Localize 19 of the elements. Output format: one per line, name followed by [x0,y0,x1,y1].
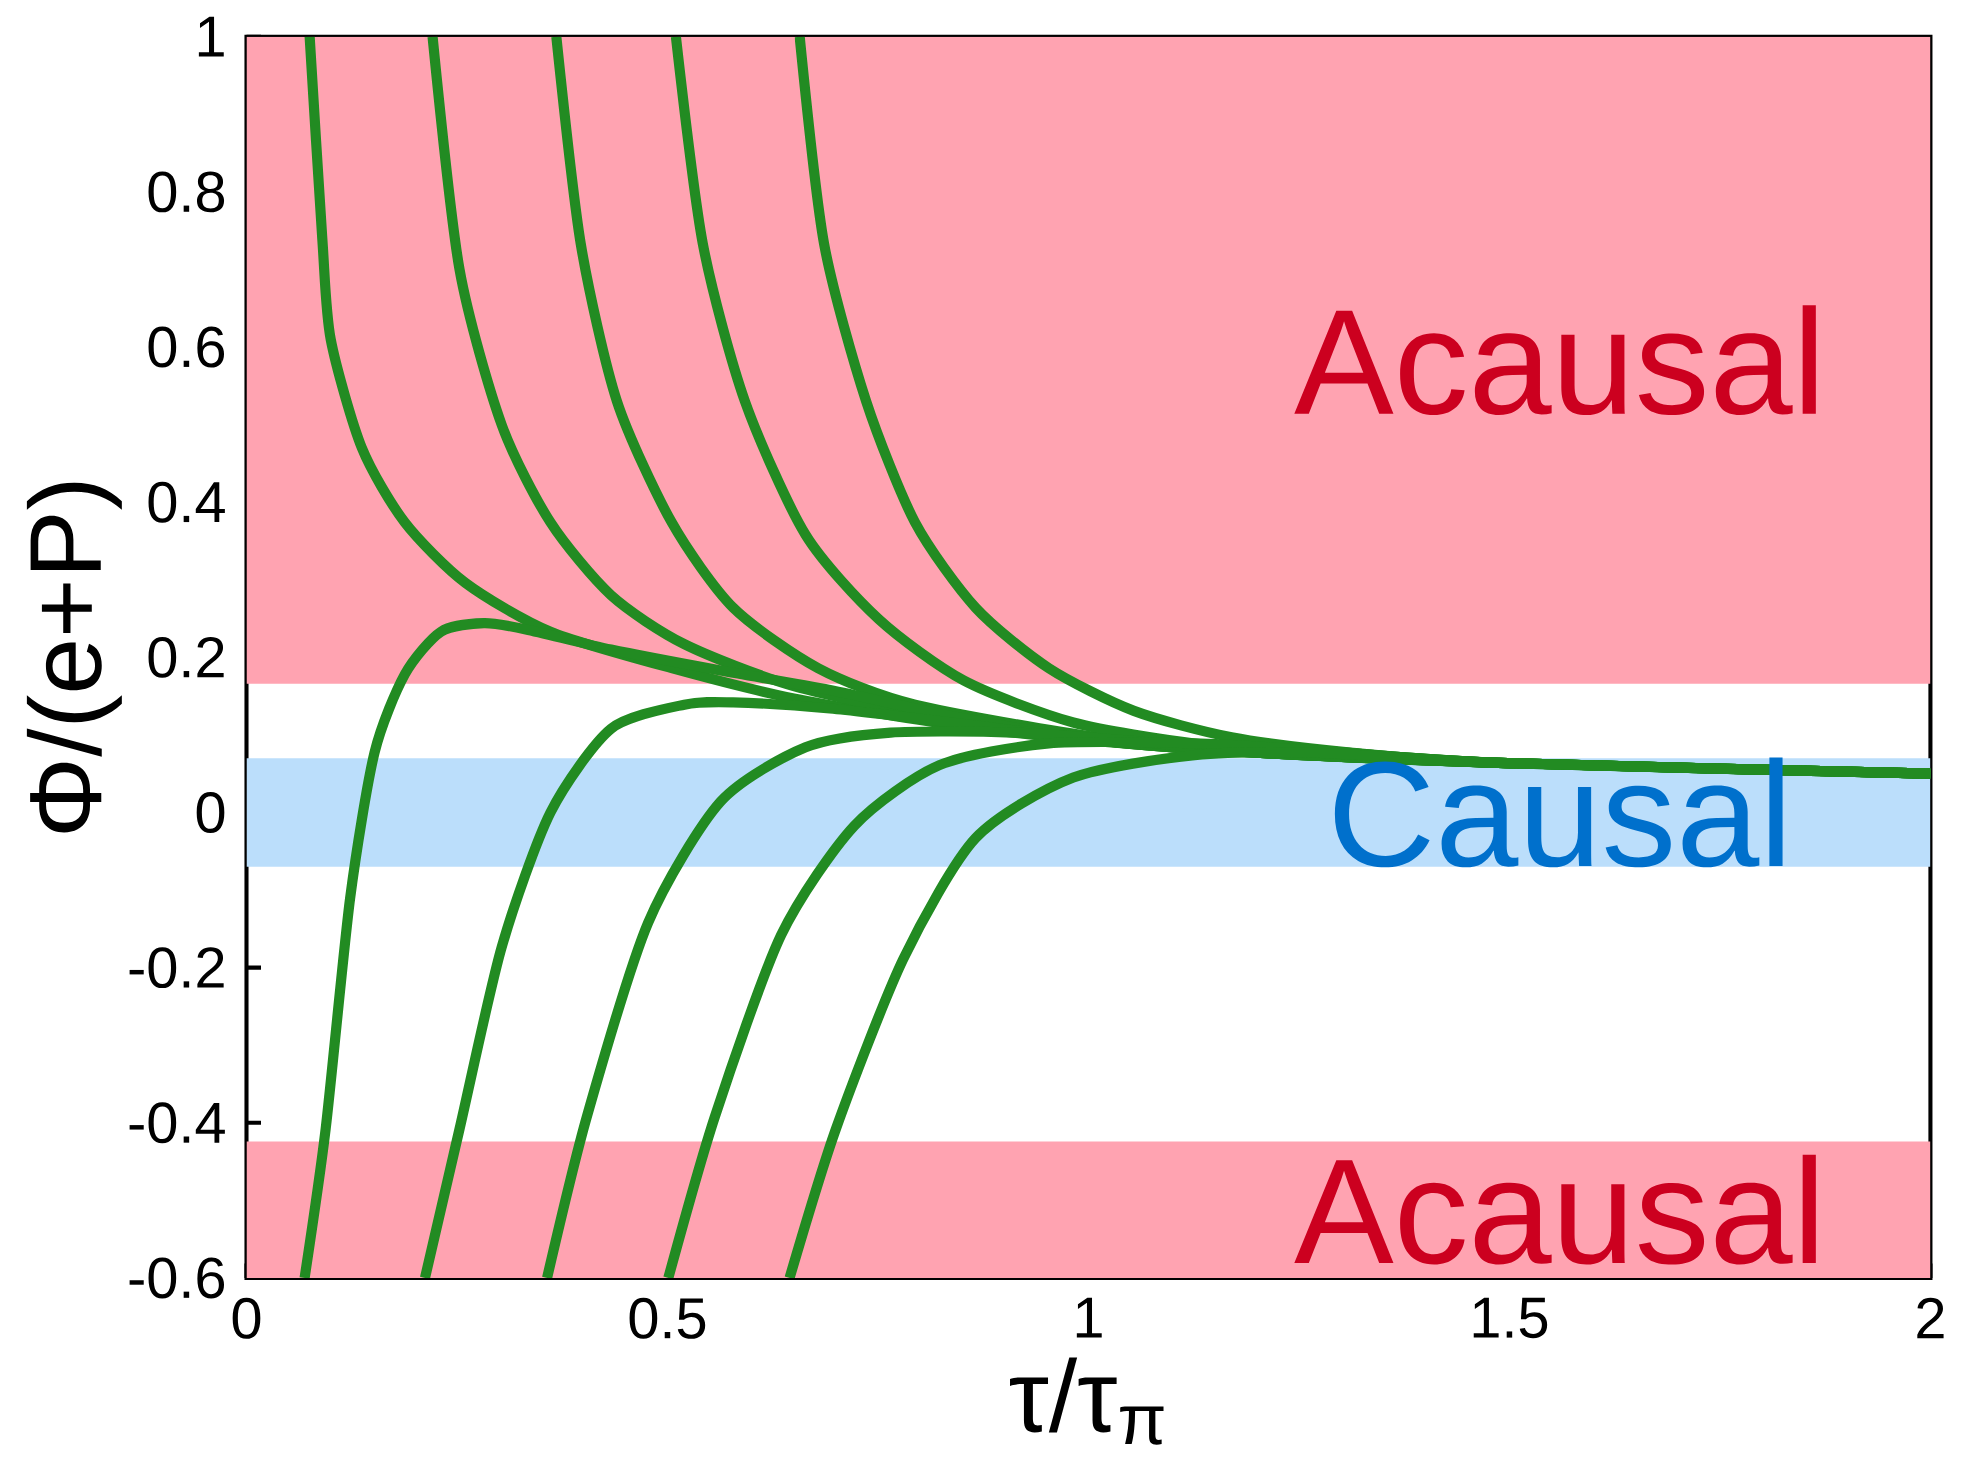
band-label: Causal [1334,757,1783,868]
y-tick-label: 0.4 [148,481,225,523]
y-tick-label: 0.2 [148,636,224,678]
x-tick-label: 1 [1076,1297,1102,1338]
x-tick-label: 0.5 [629,1297,706,1339]
y-tick-label: 0.8 [148,171,225,213]
y-tick-label: -0.4 [129,1102,225,1144]
x-tick-label: 0 [232,1297,261,1339]
y-tick-label: -0.2 [129,946,224,988]
x-tick-label: 2 [1917,1297,1944,1338]
y-tick-label: 1 [198,16,224,57]
y-tick-label: -0.6 [129,1257,225,1299]
y-tick-label: 0 [196,791,225,833]
band-label: Acausal [1294,305,1816,415]
x-tick-label: 1.5 [1473,1297,1548,1338]
y-tick-label: 0.6 [148,326,225,368]
x-axis-title: τ/τ$_{π}$ [1010,1357,1164,1445]
y-axis-title: Φ/(e+P) [26,482,122,833]
band-label: Acausal [1294,1154,1816,1265]
